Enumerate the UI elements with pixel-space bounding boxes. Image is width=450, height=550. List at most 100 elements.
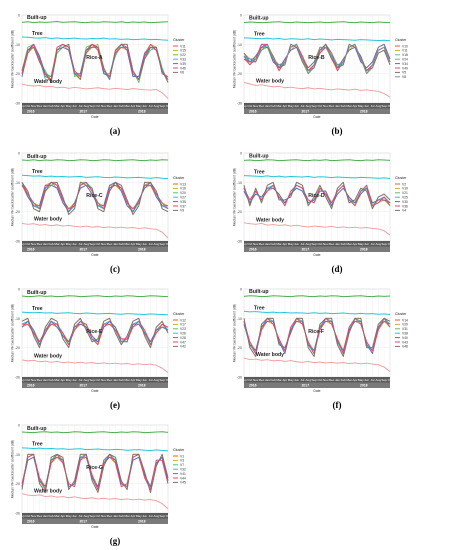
y-tick-label: -30 [15, 512, 20, 516]
x-tick-label: Jul [148, 514, 152, 518]
legend-entry: V36 [402, 204, 408, 208]
builtup-label: Built-up [249, 154, 269, 160]
year-strip [22, 382, 168, 388]
x-tick-label: May [136, 104, 142, 108]
legend-entry: V30 [402, 200, 408, 204]
x-tick-label: Aug [154, 378, 160, 382]
series-line-builtup [21, 431, 169, 434]
x-tick-label: Jul [370, 378, 374, 382]
y-tick-label: -30 [237, 102, 242, 106]
x-tick-label: Sep [159, 378, 165, 382]
x-tick-label: Jan [113, 242, 118, 246]
x-tick-label: Jun [142, 104, 147, 108]
x-tick-label: Feb [341, 104, 347, 108]
x-tick-label: Aug [83, 242, 89, 246]
legend-entry: V16 [180, 187, 186, 191]
series-line-rice [21, 453, 169, 493]
x-tick-label: Jul [78, 514, 82, 518]
series-line-rice [21, 181, 169, 216]
x-tick-label: Oct [25, 104, 30, 108]
x-tick-label: Sep [381, 104, 387, 108]
year-label: 2016 [27, 520, 35, 524]
legend-entry: V45 [180, 481, 186, 485]
legend-entry: V35 [180, 200, 186, 204]
panel-caption: (b) [331, 126, 343, 136]
series-line-builtup [21, 20, 169, 24]
legend-entry: V39 [180, 62, 186, 66]
y-tick-label: 0 [240, 14, 242, 18]
water-label: Water body [256, 352, 284, 358]
x-tick-label: Feb [119, 242, 125, 246]
x-tick-label: Oct [96, 242, 101, 246]
legend-entry: V15 [180, 49, 186, 53]
x-tick-label: Apr [282, 242, 287, 246]
legend-entry: V23 [180, 327, 186, 331]
x-tick-label: Aug [154, 104, 160, 108]
legend-entry: V32 [180, 468, 186, 472]
x-axis-label: Date [313, 115, 320, 119]
series-line-tree [243, 37, 391, 42]
x-tick-label: Nov [101, 104, 107, 108]
x-tick-label: Sep [19, 514, 25, 518]
year-label: 2017 [302, 384, 310, 388]
x-tick-label: May [358, 242, 364, 246]
legend-entry: V3 [180, 459, 184, 463]
series-line-builtup [243, 21, 391, 24]
x-tick-label: Aug [83, 378, 89, 382]
y-tick-label: -20 [15, 346, 20, 350]
x-tick-label: Aug [154, 242, 160, 246]
rice-cluster-label: Rice-D [308, 193, 325, 199]
x-tick-label: Jan [335, 378, 340, 382]
x-tick-label: Dec [107, 242, 113, 246]
x-tick-label: Sep [19, 378, 25, 382]
y-tick-label: 0 [240, 152, 242, 156]
tree-label: Tree [32, 31, 43, 37]
year-label: 2018 [360, 248, 368, 252]
series-line-water [243, 222, 391, 236]
y-tick-label: 0 [18, 152, 20, 156]
tree-label: Tree [32, 169, 43, 175]
x-tick-label: Jul [78, 242, 82, 246]
x-tick-label: Nov [31, 378, 37, 382]
water-label: Water body [34, 79, 62, 85]
tree-label: Tree [254, 305, 265, 311]
legend-entry: V44 [180, 476, 186, 480]
x-tick-label: Nov [323, 104, 329, 108]
x-tick-label: Oct [247, 104, 252, 108]
x-tick-label: Apr [131, 514, 136, 518]
x-tick-label: Jul [370, 104, 374, 108]
x-tick-label: Apr [60, 104, 65, 108]
series-line-tree [243, 310, 391, 316]
x-tick-label: Apr [60, 378, 65, 382]
x-tick-label: Sep [89, 378, 95, 382]
x-tick-label: Jun [142, 242, 147, 246]
builtup-label: Built-up [27, 15, 47, 21]
month-strip [22, 377, 168, 383]
x-tick-label: Nov [253, 104, 259, 108]
x-tick-label: May [288, 104, 294, 108]
x-tick-label: Feb [271, 104, 277, 108]
x-tick-label: Oct [247, 242, 252, 246]
y-tick-label: -20 [15, 72, 20, 76]
legend-entry: V19 [402, 187, 408, 191]
series-line-rice [243, 43, 391, 72]
y-tick-label: -30 [237, 240, 242, 244]
chart-svg: 0 -10 -20 -30 Median VH backscatter coeffici… [233, 152, 409, 258]
y-axis-label: Median VH backscatter coefficient (dB) [233, 168, 237, 227]
y-tick-label: -30 [15, 376, 20, 380]
x-tick-label: Dec [37, 514, 43, 518]
legend-entry: V48 [402, 345, 408, 349]
x-tick-label: Oct [166, 242, 171, 246]
series-line-rice [22, 320, 169, 346]
legend-entry: V28 [180, 336, 186, 340]
x-tick-label: Feb [341, 378, 347, 382]
x-tick-label: Oct [96, 378, 101, 382]
chart-panel: 0 -10 -20 -30 Median VH backscatter coeffici… [232, 146, 442, 275]
series-line-tree [21, 311, 169, 316]
year-label: 2018 [138, 520, 146, 524]
y-tick-label: -30 [15, 240, 20, 244]
x-tick-label: Apr [60, 242, 65, 246]
series-line-rice [243, 43, 391, 75]
x-tick-label: Jul [300, 242, 304, 246]
x-tick-label: Jan [113, 378, 118, 382]
